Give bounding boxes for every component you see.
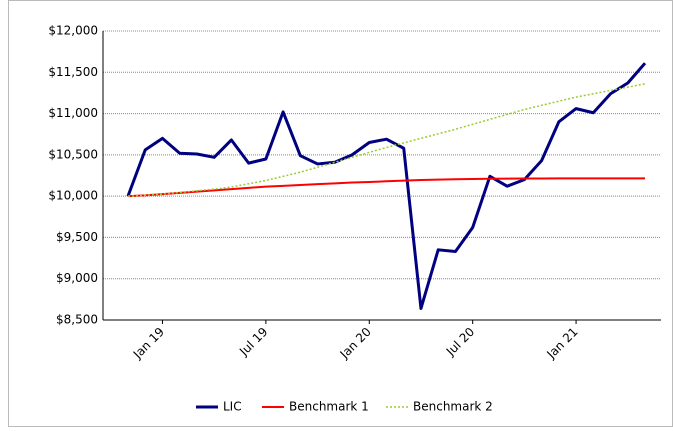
series-line <box>127 177 645 198</box>
y-tick-label: $12,000 <box>48 24 98 38</box>
x-tick-label: Jan 20 <box>337 325 374 362</box>
chart-border <box>8 0 673 427</box>
x-tick-label: Jul 20 <box>443 325 477 359</box>
y-tick-label: $9,500 <box>56 230 98 244</box>
legend-label: Benchmark 1 <box>289 400 369 414</box>
legend-label: Benchmark 2 <box>413 400 493 414</box>
series-line <box>126 62 647 310</box>
y-tick-label: $8,500 <box>56 313 98 327</box>
x-tick-label: Jan 19 <box>130 325 167 362</box>
y-tick-label: $11,000 <box>48 106 98 120</box>
y-tick-label: $9,000 <box>56 271 98 285</box>
legend-label: LIC <box>223 400 242 414</box>
x-tick-label: Jan 21 <box>543 325 580 362</box>
y-tick-label: $10,500 <box>48 147 98 161</box>
y-tick-label: $10,000 <box>48 189 98 203</box>
y-tick-label: $11,500 <box>48 65 98 79</box>
x-tick-label: Jul 19 <box>236 325 270 359</box>
series-line <box>127 83 646 197</box>
